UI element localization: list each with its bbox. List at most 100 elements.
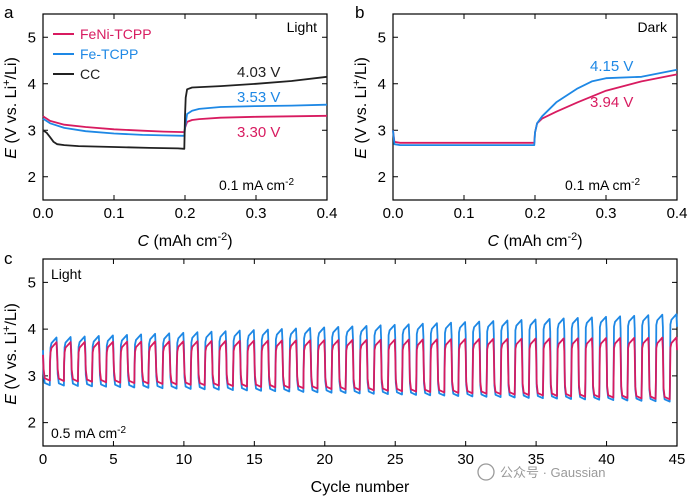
x-tick-label-c: 25	[387, 451, 404, 468]
ylabel-b-text: (V vs. Li	[353, 86, 370, 148]
y-tick-label-b: 5	[378, 29, 386, 46]
panel-letter-a: a	[4, 3, 14, 22]
condition-label-a: Light	[287, 19, 317, 35]
xlabel-a: C (mAh cm-2)	[137, 231, 232, 250]
legend-a-label-feni: FeNi-TCPP	[80, 26, 152, 42]
annotation-b-fe: 4.15 V	[590, 58, 633, 75]
current-a-text: 0.1 mA cm	[219, 177, 285, 193]
series-line-c-feni-tcpp	[42, 336, 678, 401]
y-tick-label-a: 5	[28, 29, 36, 46]
y-tick-label-b: 3	[378, 122, 386, 139]
x-tick-label-c: 5	[109, 451, 117, 468]
current-c-text: 0.5 mA cm	[51, 425, 117, 441]
ylabel-b: E (V vs. Li+/Li)	[351, 57, 370, 159]
annotation-b-feni: 3.94 V	[590, 94, 633, 111]
panel-a: a 0.0 0.1 0.2 0.3 0.4 2 3 4 5 E (V vs. Li+/Li) C…	[1, 3, 337, 250]
y-tick-label-b: 4	[378, 76, 386, 93]
panel-letter-c: c	[4, 249, 13, 268]
current-a-sup: -2	[285, 177, 294, 188]
wechat-icon	[477, 463, 495, 481]
ticks-a: 0.0 0.1 0.2 0.3 0.4 2 3 4 5	[28, 14, 338, 222]
legend-a: FeNi-TCPP Fe-TCPP CC	[53, 26, 152, 82]
x-tick-label-b: 0.2	[525, 205, 546, 222]
x-tick-label-c: 30	[457, 451, 474, 468]
x-tick-label-c: 35	[528, 451, 545, 468]
annotation-a-cc: 4.03 V	[237, 64, 280, 81]
y-tick-label-c: 3	[28, 368, 36, 385]
x-tick-label-c: 40	[598, 451, 615, 468]
ylabel-b-sup: +	[351, 79, 363, 85]
ylabel-c-sup: +	[1, 325, 13, 331]
condition-label-c: Light	[51, 266, 81, 282]
x-tick-label-c: 0	[39, 451, 47, 468]
ylabel-c-text: (V vs. Li	[3, 332, 20, 394]
x-tick-label-c: 10	[176, 451, 193, 468]
current-label-a: 0.1 mA cm-2	[219, 177, 294, 194]
y-tick-label-b: 2	[378, 169, 386, 186]
x-tick-label-c: 45	[669, 451, 686, 468]
x-tick-label-c: 20	[316, 451, 333, 468]
xlabel-a-symbol: C	[137, 233, 149, 250]
x-tick-label-b: 0.3	[596, 205, 617, 222]
xlabel-a-tail: )	[227, 233, 232, 250]
y-tick-label-c: 5	[28, 274, 36, 291]
ylabel-a-symbol: E	[3, 148, 20, 159]
ylabel-c-symbol: E	[3, 394, 20, 405]
x-tick-label-b: 0.4	[667, 205, 688, 222]
x-tick-label-b: 0.1	[454, 205, 475, 222]
ylabel-c: E (V vs. Li+/Li)	[1, 303, 20, 405]
xlabel-b: C (mAh cm-2)	[487, 231, 582, 250]
x-tick-label-a: 0.4	[317, 205, 338, 222]
xlabel-b-symbol: C	[487, 233, 499, 250]
ylabel-b-symbol: E	[353, 148, 370, 159]
xlabel-a-text: (mAh cm	[149, 233, 217, 250]
ticks-b: 0.0 0.1 0.2 0.3 0.4 2 3 4 5	[378, 14, 688, 222]
ylabel-c-tail: /Li)	[3, 303, 20, 325]
current-b-text: 0.1 mA cm	[565, 177, 631, 193]
annotation-a-fe: 3.53 V	[237, 89, 280, 106]
annotation-a-feni: 3.30 V	[237, 124, 280, 141]
y-tick-label-a: 3	[28, 122, 36, 139]
ylabel-a: E (V vs. Li+/Li)	[1, 57, 20, 159]
panel-letter-b: b	[355, 3, 364, 22]
series-b	[392, 68, 678, 146]
x-tick-label-b: 0.0	[383, 205, 404, 222]
series-line-a-cc	[42, 75, 328, 150]
xlabel-b-tail: )	[577, 233, 582, 250]
current-b-sup: -2	[631, 177, 640, 188]
ylabel-a-tail: /Li)	[3, 57, 20, 79]
legend-a-label-fe: Fe-TCPP	[80, 46, 138, 62]
current-c-sup: -2	[117, 425, 126, 436]
series-c	[42, 313, 678, 403]
y-tick-label-a: 2	[28, 169, 36, 186]
ylabel-a-sup: +	[1, 79, 13, 85]
watermark: 公众号 · Gaussian	[477, 463, 605, 481]
plot-frame-b	[392, 13, 678, 201]
x-tick-label-c: 15	[246, 451, 263, 468]
current-label-b: 0.1 mA cm-2	[565, 177, 640, 194]
condition-label-b: Dark	[637, 19, 668, 35]
ylabel-a-text: (V vs. Li	[3, 86, 20, 148]
series-line-b-fe-tcpp	[392, 68, 678, 146]
watermark-text: 公众号 · Gaussian	[500, 465, 605, 480]
y-tick-label-c: 4	[28, 321, 36, 338]
x-tick-label-a: 0.2	[175, 205, 196, 222]
legend-a-label-cc: CC	[80, 66, 100, 82]
series-a	[42, 75, 328, 150]
x-tick-label-a: 0.3	[246, 205, 267, 222]
panel-b: b 0.0 0.1 0.2 0.3 0.4 2 3 4 5 E (V vs. Li+/Li) C…	[351, 3, 687, 250]
y-tick-label-a: 4	[28, 76, 36, 93]
y-tick-label-c: 2	[28, 415, 36, 432]
current-label-c: 0.5 mA cm-2	[51, 425, 126, 442]
ylabel-b-tail: /Li)	[353, 57, 370, 79]
xlabel-c: Cycle number	[311, 479, 410, 496]
x-tick-label-a: 0.1	[104, 205, 125, 222]
x-tick-label-a: 0.0	[33, 205, 54, 222]
xlabel-a-sup: -2	[217, 231, 227, 243]
xlabel-b-text: (mAh cm	[499, 233, 567, 250]
xlabel-b-sup: -2	[567, 231, 577, 243]
